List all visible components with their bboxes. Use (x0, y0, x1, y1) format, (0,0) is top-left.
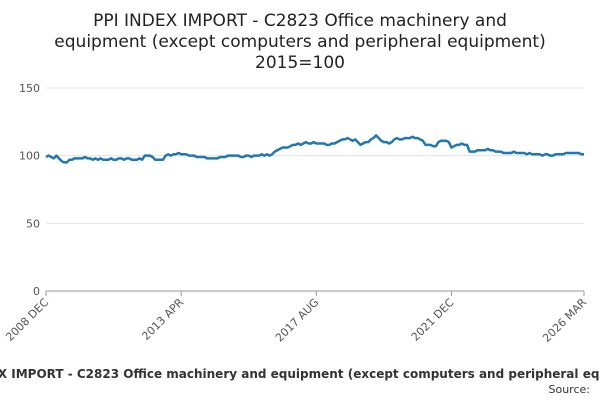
chart-title: equipment (except computers and peripher… (54, 32, 545, 52)
x-tick-label: 2017 AUG (273, 296, 322, 345)
x-tick-label: 2013 APR (139, 296, 186, 343)
y-tick-label: 100 (19, 150, 40, 163)
chart-title: 2015=100 (255, 53, 345, 73)
y-tick-label: 0 (33, 285, 40, 298)
x-tick-label: 2008 DEC (3, 296, 51, 344)
x-tick-label: 2021 DEC (409, 296, 457, 344)
data-line (45, 134, 584, 164)
y-tick-label: 150 (19, 82, 40, 95)
x-tick-label: 2026 MAR (540, 296, 589, 345)
source: Source: (549, 383, 591, 396)
chart-title: PPI INDEX IMPORT - C2823 Office machiner… (93, 11, 507, 31)
caption: PPI INDEX IMPORT - C2823 Office machiner… (0, 367, 600, 381)
y-tick-label: 50 (26, 217, 40, 230)
